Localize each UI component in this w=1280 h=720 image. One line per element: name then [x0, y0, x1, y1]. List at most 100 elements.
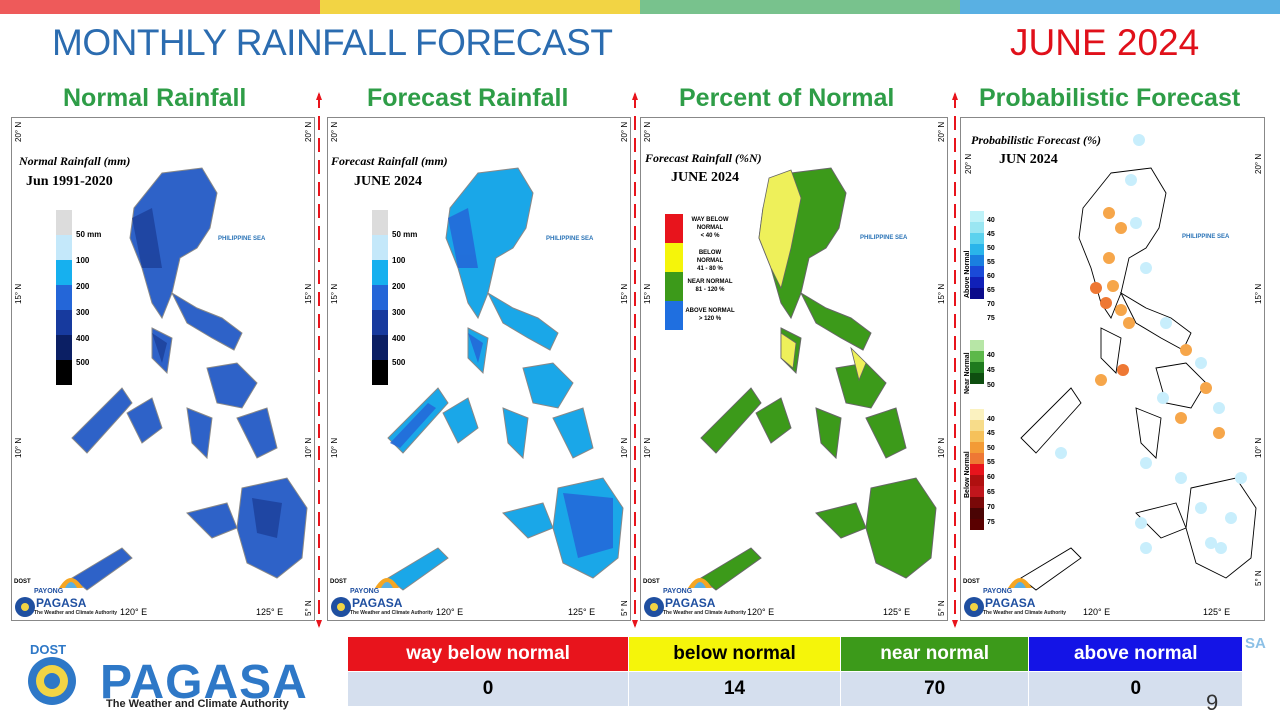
- top-bar-blue: [960, 0, 1280, 14]
- payong-label: PAYONG: [983, 588, 1013, 595]
- prob-scale-label: 50: [987, 382, 995, 389]
- summary-value-row: 0 14 70 0: [346, 671, 1243, 707]
- summary-header-below: below normal: [628, 636, 841, 672]
- scale-label: 100: [392, 256, 406, 265]
- scale-label: 400: [392, 334, 406, 343]
- umbrella-icon: [59, 578, 83, 588]
- lat-label: 15° N: [304, 283, 313, 304]
- summary-header-above: above normal: [1028, 636, 1243, 672]
- legend-title-normal: Normal Rainfall (mm): [19, 154, 131, 168]
- pagasa-label: PAGASA: [985, 596, 1036, 610]
- scale-swatch: [372, 335, 388, 360]
- category-label: NEAR NORMAL 81 - 120 %: [687, 279, 733, 293]
- authority-label: The Weather and Climate Authority: [663, 610, 747, 616]
- category-swatch-near: [665, 272, 683, 301]
- category-label: BELOW NORMAL 41 - 80 %: [696, 250, 724, 272]
- top-bar-green: [640, 0, 960, 14]
- map-panel-forecast: Forecast Rainfall (mm) JUNE 2024 50 mm 1…: [327, 117, 631, 621]
- footer-tagline: The Weather and Climate Authority: [106, 698, 289, 710]
- category-swatch-way-below: [665, 214, 683, 243]
- heading-probabilistic-forecast: Probabilistic Forecast: [979, 84, 1241, 112]
- summary-value-near: 70: [839, 671, 1030, 707]
- payong-pagasa-logo: [14, 578, 94, 618]
- lat-label: 20° N: [1254, 153, 1263, 174]
- pagasa-emblem-icon: [331, 597, 351, 617]
- footer-pagasa-name: PAGASA: [100, 656, 308, 709]
- authority-label: The Weather and Climate Authority: [34, 610, 118, 616]
- pagasa-label: PAGASA: [36, 596, 87, 610]
- umbrella-icon: [688, 578, 712, 588]
- philippines-map-percent: [700, 167, 937, 591]
- scale-swatch: [56, 310, 72, 335]
- legend-title-probabilistic: Probabilistic Forecast (%): [971, 133, 1101, 147]
- summary-header-near: near normal: [839, 636, 1030, 672]
- lon-label: 125° E: [568, 607, 596, 617]
- pagasa-emblem-icon: [964, 597, 984, 617]
- scale-swatch: [372, 260, 388, 285]
- scale-label: 50 mm: [76, 230, 102, 239]
- scale-label: 300: [392, 308, 406, 317]
- scale-swatch: [372, 285, 388, 310]
- prob-scale-label: 60: [987, 273, 995, 280]
- summary-value-way-below: 0: [346, 671, 630, 707]
- sea-label: PHILIPPINE SEA: [218, 236, 266, 242]
- scale-swatch: [56, 210, 72, 235]
- heading-forecast-rainfall: Forecast Rainfall: [367, 84, 569, 112]
- lat-label: 10° N: [304, 437, 313, 458]
- legend-sub-probabilistic: JUN 2024: [999, 152, 1058, 167]
- lon-label: 125° E: [1203, 607, 1231, 617]
- lat-label: 20° N: [937, 121, 946, 142]
- lat-label: 5° N: [1254, 570, 1263, 586]
- payong-pagasa-logo: [643, 578, 723, 618]
- summary-header-row: way below normal below normal near norma…: [346, 636, 1243, 672]
- lon-label: 125° E: [883, 607, 911, 617]
- scale-swatch: [372, 210, 388, 235]
- pagasa-emblem-icon: [15, 597, 35, 617]
- sea-label: PHILIPPINE SEA: [1182, 234, 1230, 240]
- category-label: WAY BELOW NORMAL < 40 %: [691, 217, 729, 239]
- legend-title-forecast: Forecast Rainfall (mm): [331, 154, 448, 168]
- lat-label: 5° N: [937, 600, 946, 616]
- prob-scale-label: 55: [987, 459, 995, 466]
- category-label: ABOVE NORMAL > 120 %: [685, 308, 735, 322]
- scale-label: 300: [76, 308, 90, 317]
- map-panel-normal: Normal Rainfall (mm) Jun 1991-2020 50 mm…: [11, 117, 315, 621]
- heading-percent-of-normal: Percent of Normal: [679, 84, 895, 112]
- scale-label: 400: [76, 334, 90, 343]
- scale-swatch: [56, 360, 72, 385]
- scale-swatch: [372, 310, 388, 335]
- prob-scale-label: 45: [987, 367, 995, 374]
- prob-scale-label: 75: [987, 519, 995, 526]
- page-number: 9: [1206, 690, 1219, 715]
- prob-scale-label: 50: [987, 445, 995, 452]
- summary-value-above: 0: [1028, 671, 1243, 707]
- lat-label: 15° N: [643, 283, 652, 304]
- top-bar-red: [0, 0, 320, 14]
- payong-pagasa-logo: [330, 578, 410, 618]
- prob-scale-label: 45: [987, 430, 995, 437]
- sea-label: PHILIPPINE SEA: [860, 235, 908, 241]
- legend-sub-forecast: JUNE 2024: [354, 174, 423, 189]
- lat-label: 10° N: [330, 437, 339, 458]
- payong-label: PAYONG: [34, 588, 64, 595]
- scale-label: 50 mm: [392, 230, 418, 239]
- pagasa-emblem-icon: [644, 597, 664, 617]
- top-color-bar: [0, 0, 1280, 14]
- prob-scale-label: 55: [987, 259, 995, 266]
- lat-label: 20° N: [964, 153, 973, 174]
- prob-scale-label: 70: [987, 504, 995, 511]
- umbrella-icon: [1008, 578, 1032, 588]
- lon-label: 120° E: [120, 607, 148, 617]
- prob-scale-label: 65: [987, 489, 995, 496]
- scale-swatch: [56, 335, 72, 360]
- month-label: JUNE 2024: [1010, 22, 1200, 63]
- category-summary-table: way below normal below normal near norma…: [346, 636, 1243, 707]
- lat-label: 10° N: [643, 437, 652, 458]
- legend-sub-percent: JUNE 2024: [671, 170, 740, 185]
- lat-label: 10° N: [1254, 437, 1263, 458]
- lat-label: 15° N: [330, 283, 339, 304]
- lat-label: 20° N: [304, 121, 313, 142]
- lon-label: 120° E: [747, 607, 775, 617]
- lat-label: 20° N: [620, 121, 629, 142]
- scale-swatch: [56, 235, 72, 260]
